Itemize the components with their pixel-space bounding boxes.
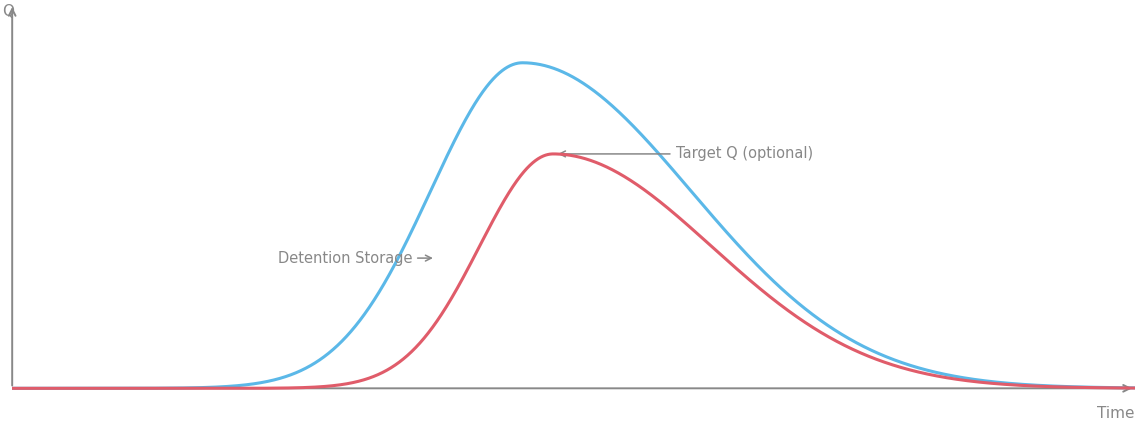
Text: Detention Storage: Detention Storage: [278, 251, 432, 265]
Text: Q: Q: [2, 4, 14, 19]
Text: Time: Time: [1097, 406, 1134, 421]
Text: Target Q (optional): Target Q (optional): [559, 146, 813, 162]
